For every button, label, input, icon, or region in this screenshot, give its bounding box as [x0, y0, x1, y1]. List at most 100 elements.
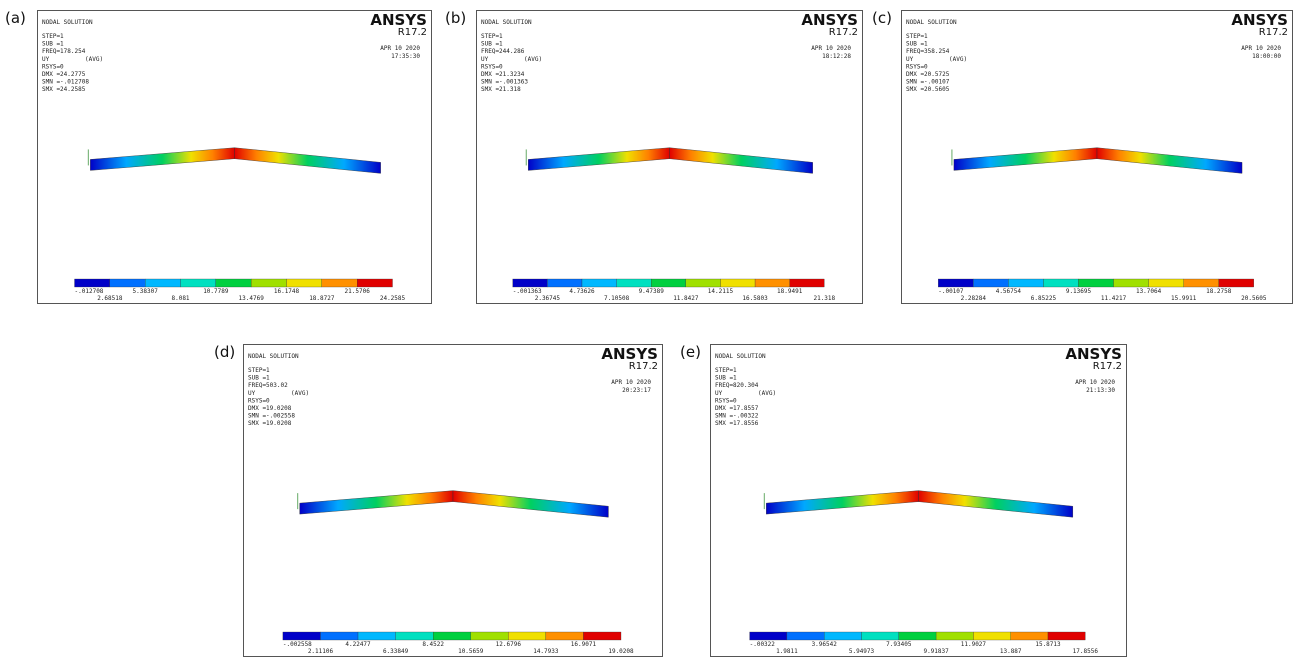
legend-label: 9.47389 — [639, 288, 665, 295]
time: 20:23:17 — [622, 387, 651, 394]
date: APR 10 2020 — [380, 45, 420, 52]
info-line: SMX =21.318 — [481, 86, 521, 93]
panel: NODAL SOLUTIONSTEP=1SUB =1FREQ=244.286UY… — [477, 11, 863, 304]
legend-swatch — [582, 279, 617, 287]
info-line: UY — [906, 56, 914, 63]
info-line: SMX =17.8556 — [715, 420, 759, 427]
legend-label: 15.9911 — [1171, 295, 1197, 302]
legend-swatch — [1184, 279, 1219, 287]
legend-swatch — [1114, 279, 1149, 287]
info-line: SMN =-.00322 — [715, 413, 759, 420]
legend-label: -.002558 — [283, 641, 312, 648]
legend-label: 8.4522 — [422, 641, 444, 648]
legend-label: 2.68518 — [97, 295, 123, 302]
panel-label: (b) — [445, 9, 466, 27]
info-line: UY — [715, 390, 723, 397]
time: 18:12:28 — [822, 53, 851, 60]
legend-swatch — [824, 632, 861, 640]
legend-label: 4.73626 — [569, 288, 595, 295]
avg-tag: (AVG) — [291, 390, 309, 397]
legend-label: 15.8713 — [1035, 641, 1061, 648]
date: APR 10 2020 — [811, 45, 851, 52]
legend-label: -.00107 — [938, 288, 964, 295]
version: R17.2 — [1259, 27, 1288, 38]
legend-label: 6.85225 — [1031, 295, 1057, 302]
legend-swatch — [358, 632, 396, 640]
legend-label: 21.318 — [813, 295, 835, 302]
legend-swatch — [322, 279, 357, 287]
legend-label: 18.9491 — [777, 288, 803, 295]
legend-swatch — [790, 279, 825, 287]
legend-swatch — [508, 632, 546, 640]
legend-swatch — [287, 279, 322, 287]
info-line: UY — [42, 56, 50, 63]
info-line: SMN =-.002558 — [248, 413, 295, 420]
legend-label: 5.94973 — [849, 648, 875, 655]
info-line: RSYS=0 — [248, 397, 270, 404]
info-line: STEP=1 — [906, 33, 928, 40]
panel-label: (d) — [214, 343, 235, 361]
legend-label: -.001363 — [513, 288, 542, 295]
legend-label: 1.9811 — [776, 648, 798, 655]
legend-swatch — [546, 632, 584, 640]
legend-swatch — [251, 279, 286, 287]
info-line: FREQ=503.02 — [248, 382, 288, 389]
info-line: STEP=1 — [42, 33, 64, 40]
info-line: RSYS=0 — [715, 397, 737, 404]
date: APR 10 2020 — [1241, 45, 1281, 52]
info-line: FREQ=820.304 — [715, 382, 759, 389]
legend-label: 16.9071 — [571, 641, 597, 648]
legend-swatch — [1219, 279, 1254, 287]
legend-swatch — [750, 632, 787, 640]
legend-label: 18.8727 — [309, 295, 335, 302]
legend-label: 2.11106 — [308, 648, 334, 655]
avg-tag: (AVG) — [85, 56, 103, 63]
info-line: UY — [248, 390, 256, 397]
legend-label: 4.22477 — [345, 641, 371, 648]
legend-swatch — [787, 632, 824, 640]
result-title: NODAL SOLUTION — [42, 19, 93, 26]
legend-label: 11.8427 — [673, 295, 699, 302]
legend-swatch — [755, 279, 790, 287]
legend-label: 10.5659 — [458, 648, 484, 655]
legend-label: 17.8556 — [1073, 648, 1099, 655]
legend-swatch — [110, 279, 145, 287]
legend-swatch — [283, 632, 321, 640]
legend-swatch — [973, 632, 1010, 640]
version: R17.2 — [1093, 361, 1122, 372]
legend-swatch — [1008, 279, 1043, 287]
version: R17.2 — [629, 361, 658, 372]
legend-swatch — [899, 632, 936, 640]
legend-label: 24.2585 — [380, 295, 406, 302]
legend-swatch — [862, 632, 899, 640]
legend-label: 3.96542 — [812, 641, 838, 648]
legend-label: 11.4217 — [1101, 295, 1127, 302]
legend-swatch — [720, 279, 755, 287]
legend-label: 14.7933 — [533, 648, 559, 655]
legend-label: 20.5605 — [1241, 295, 1267, 302]
time: 17:35:30 — [391, 53, 420, 60]
legend-swatch — [433, 632, 471, 640]
version: R17.2 — [398, 27, 427, 38]
figure: (a)NODAL SOLUTIONSTEP=1SUB =1FREQ=178.25… — [0, 0, 1298, 657]
avg-tag: (AVG) — [758, 390, 776, 397]
time: 21:13:30 — [1086, 387, 1115, 394]
panel: NODAL SOLUTIONSTEP=1SUB =1FREQ=358.254UY… — [902, 11, 1293, 304]
legend-label: 13.887 — [1000, 648, 1022, 655]
legend-label: 18.2758 — [1206, 288, 1232, 295]
legend-label: 9.91837 — [923, 648, 949, 655]
legend-swatch — [513, 279, 548, 287]
legend-label: -.012708 — [75, 288, 104, 295]
legend-label: 6.33849 — [383, 648, 409, 655]
legend-label: 14.2115 — [708, 288, 734, 295]
legend-swatch — [1048, 632, 1085, 640]
legend-swatch — [936, 632, 973, 640]
legend-swatch — [181, 279, 216, 287]
legend-swatch — [216, 279, 251, 287]
legend-label: 13.4769 — [239, 295, 265, 302]
legend-label: 4.56754 — [996, 288, 1022, 295]
legend-swatch — [145, 279, 180, 287]
legend-label: 7.93405 — [886, 641, 912, 648]
